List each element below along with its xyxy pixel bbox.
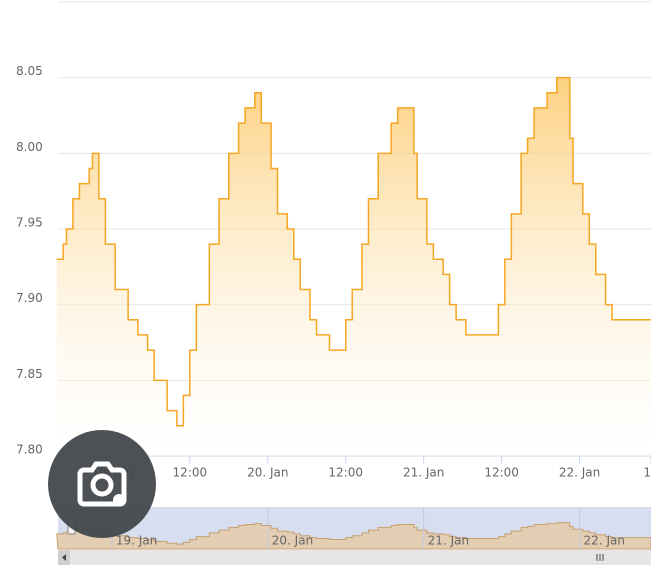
y-tick-label: 7.95 [16, 216, 43, 230]
navigator-label: 21. Jan [428, 534, 469, 548]
y-tick-label: 8.00 [16, 140, 43, 154]
x-tick-label: 21. Jan [403, 466, 444, 480]
x-tick-label: 12:00 [484, 466, 519, 480]
line [56, 76, 651, 427]
navigator-area [56, 522, 651, 550]
y-tick-label: 7.85 [16, 367, 43, 381]
scroll-arrow [62, 554, 66, 561]
x-tick-label: 12:00 [328, 466, 363, 480]
x-tick-label: 22. Jan [559, 466, 600, 480]
y-tick-label: 8.05 [16, 64, 43, 78]
navigator-label: 22. Jan [584, 534, 625, 548]
scroll-grip[interactable] [596, 554, 604, 561]
x-tick-label: 20. Jan [247, 466, 288, 480]
lens-icon[interactable] [48, 430, 156, 538]
area [56, 77, 651, 457]
x-tick-label: 12 [643, 466, 651, 480]
y-tick-label: 7.80 [16, 443, 43, 457]
navigator-label: 19. Jan [116, 534, 157, 548]
x-tick-label: 12:00 [173, 466, 208, 480]
scrollbar [58, 550, 651, 565]
y-tick-label: 7.90 [16, 291, 43, 305]
navigator-label: 20. Jan [272, 534, 313, 548]
